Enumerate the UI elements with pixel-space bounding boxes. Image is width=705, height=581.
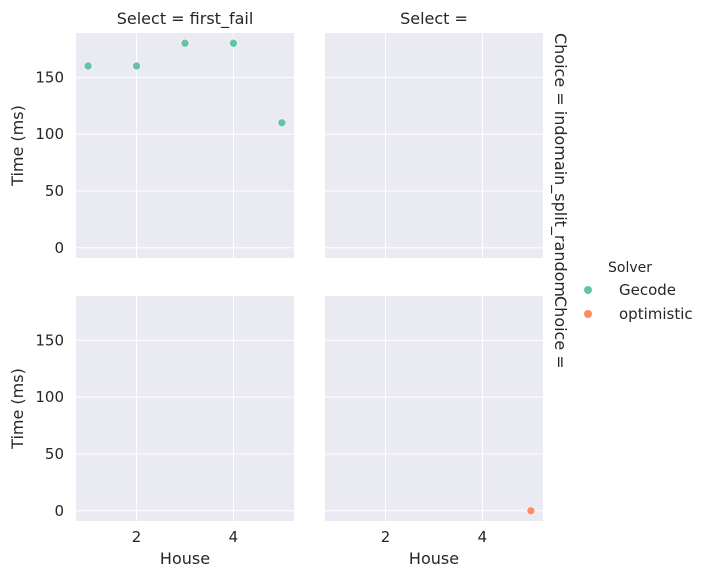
column-title: Select = first_fail	[117, 9, 254, 29]
x-tick-label: 4	[478, 528, 488, 546]
legend-label: Gecode	[619, 281, 676, 299]
y-tick-label: 50	[45, 445, 64, 463]
legend-marker	[584, 286, 592, 294]
panel-r0-c0: 0 50 100 150 Time (ms) Select = first_fail	[8, 9, 294, 258]
legend-title: Solver	[608, 260, 652, 276]
x-tick-label: 2	[381, 528, 391, 546]
x-tick-label: 4	[229, 528, 239, 546]
x-axis-label: House	[409, 549, 459, 568]
y-tick-label: 0	[54, 239, 64, 257]
legend-label: optimistic	[619, 305, 693, 323]
y-tick-label: 0	[54, 502, 64, 520]
y-tick-label: 50	[45, 182, 64, 200]
data-point	[526, 506, 536, 516]
panel-background	[76, 296, 294, 521]
y-tick-label: 100	[35, 125, 64, 143]
data-point	[83, 61, 93, 71]
legend: Solver Gecode optimistic	[584, 260, 693, 323]
row-title: Choice =	[551, 296, 570, 369]
panel-background	[325, 33, 543, 258]
y-axis-label: Time (ms)	[8, 368, 27, 450]
column-title: Select =	[400, 9, 468, 28]
panel-background	[76, 33, 294, 258]
x-axis-label: House	[160, 549, 210, 568]
panel-r1-c0: 0 50 100 150 Time (ms) 2 4 House	[8, 296, 294, 568]
panel-background	[325, 296, 543, 521]
data-point	[229, 38, 238, 48]
y-tick-label: 150	[35, 68, 64, 86]
y-tick-label: 100	[35, 388, 64, 406]
panel-r0-c1: Select = Choice = indomain_split_random	[325, 9, 570, 297]
y-axis-label: Time (ms)	[8, 105, 27, 187]
y-tick-label: 150	[35, 331, 64, 349]
panels-layer: 0 50 100 150 Time (ms) Select = first_fail Sel…	[8, 9, 570, 568]
legend-marker	[584, 310, 592, 318]
data-point	[277, 118, 287, 128]
x-tick-label: 2	[132, 528, 142, 546]
data-point	[132, 61, 141, 71]
data-point	[180, 38, 190, 48]
row-title: Choice = indomain_split_random	[550, 33, 570, 297]
panel-r1-c1: 2 4 House Choice =	[325, 296, 570, 568]
